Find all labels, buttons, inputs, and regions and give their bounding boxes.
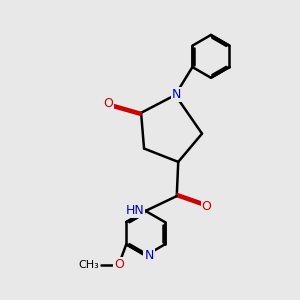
- Text: HN: HN: [125, 204, 144, 217]
- Text: O: O: [103, 98, 113, 110]
- Text: N: N: [144, 249, 154, 262]
- Text: O: O: [114, 258, 124, 271]
- Text: N: N: [172, 88, 182, 101]
- Text: CH₃: CH₃: [79, 260, 100, 270]
- Text: O: O: [202, 200, 212, 213]
